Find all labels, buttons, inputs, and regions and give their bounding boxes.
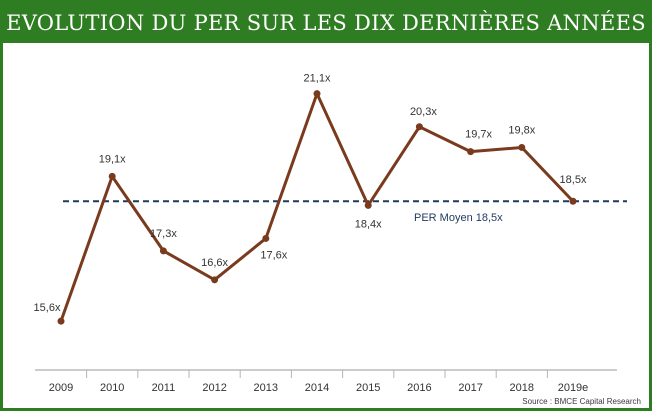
x-tick-label: 2017 [458, 382, 482, 394]
x-tick-label: 2016 [407, 382, 431, 394]
x-tick-label: 2011 [152, 382, 176, 394]
source-note: Source : BMCE Capital Research [522, 397, 641, 406]
chart-title: EVOLUTION DU PER SUR LES DIX DERNIÈRES A… [3, 3, 649, 43]
data-point [313, 90, 321, 98]
data-point [108, 172, 116, 180]
data-label: 18,4x [355, 218, 382, 230]
x-tick-label: 2010 [100, 382, 124, 394]
data-point [211, 276, 219, 284]
x-tick-label: 2012 [202, 382, 226, 394]
data-label: 19,1x [99, 153, 126, 165]
x-tick-label: 2015 [356, 382, 380, 394]
data-label: 15,6x [34, 302, 61, 314]
x-tick-label: 2019e [558, 382, 589, 394]
data-point [569, 197, 577, 205]
data-label: 20,3x [410, 106, 437, 118]
x-tick-label: 2018 [510, 382, 534, 394]
data-point [415, 123, 423, 131]
per-series-line [59, 92, 575, 323]
data-label: 17,3x [150, 228, 177, 240]
data-label: 18,5x [560, 174, 587, 186]
data-point [262, 234, 270, 242]
data-point [159, 247, 167, 255]
average-label: PER Moyen 18,5x [414, 212, 503, 224]
x-tick-label: 2009 [49, 382, 73, 394]
data-label: 17,6x [260, 249, 287, 261]
data-label: 19,7x [465, 129, 492, 141]
x-tick-label: 2013 [254, 382, 278, 394]
data-label: 16,6x [201, 257, 228, 269]
data-point [518, 143, 526, 151]
data-label: 21,1x [304, 73, 331, 85]
data-point [467, 148, 475, 156]
data-point [57, 317, 65, 325]
per-line-chart: 2009 2010 2011 2012 2013 2014 2015 2016 2017 2018… [34, 73, 627, 394]
data-label: 19,8x [508, 124, 535, 136]
x-tick-label: 2014 [305, 382, 329, 394]
data-point [364, 201, 372, 209]
